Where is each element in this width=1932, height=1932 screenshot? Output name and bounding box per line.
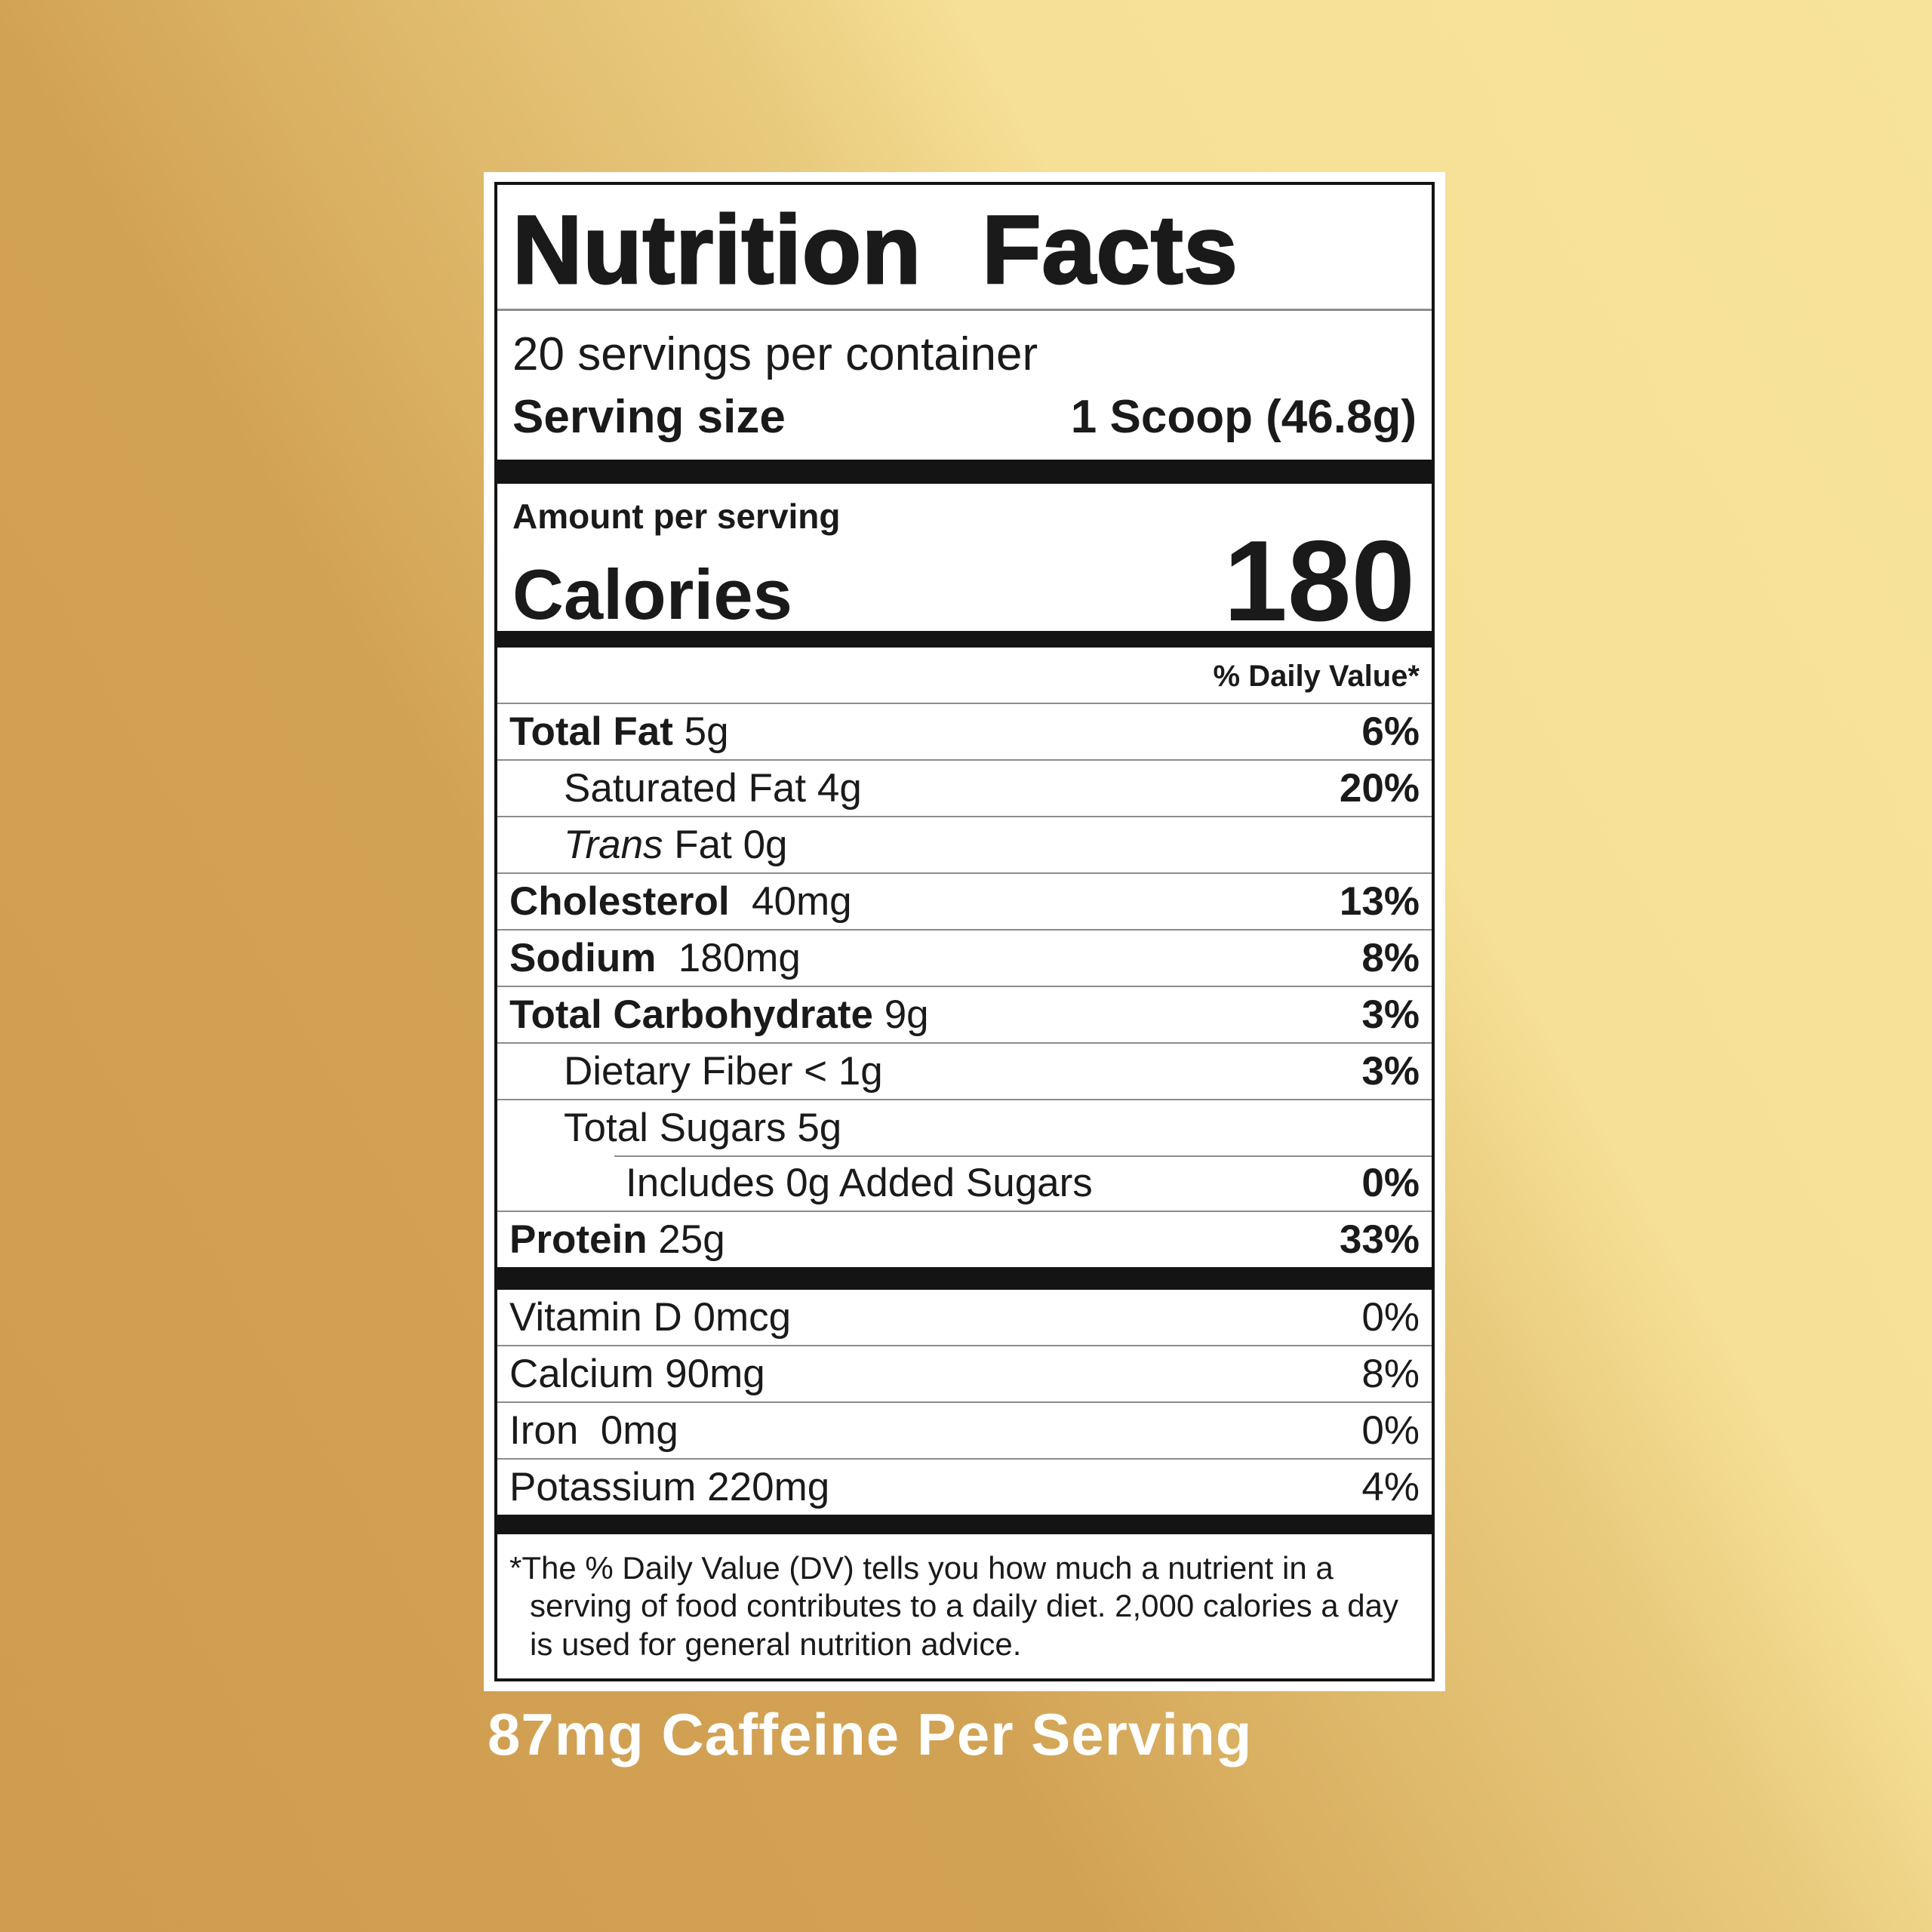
label-title: Nutrition Facts bbox=[512, 196, 1239, 304]
nutrient-percent: 3% bbox=[1361, 992, 1420, 1038]
nutrient-row: Saturated Fat 4g 20% bbox=[497, 759, 1432, 816]
nutrient-row: Total Sugars 5g bbox=[497, 1099, 1432, 1155]
nutrient-name-part: Trans bbox=[564, 823, 663, 868]
nutrient-row: Sodium 180mg 8% bbox=[497, 929, 1432, 986]
nutrient-name-part: Dietary Fiber < 1g bbox=[564, 1049, 883, 1094]
nutrient-name: Includes 0g Added Sugars bbox=[626, 1163, 1093, 1203]
calories-label: Calories bbox=[512, 555, 792, 635]
nutrient-percent: 33% bbox=[1339, 1217, 1420, 1263]
daily-value-footnote: *The % Daily Value (DV) tells you how mu… bbox=[497, 1534, 1432, 1663]
nutrient-name-part: 9g bbox=[872, 992, 929, 1038]
nutrient-percent: 8% bbox=[1361, 1352, 1420, 1397]
daily-value-header: % Daily Value* bbox=[497, 648, 1432, 705]
nutrient-name-part: Iron 0mg bbox=[509, 1408, 678, 1454]
nutrient-name: Cholesterol 40mg bbox=[509, 881, 852, 921]
nutrient-row: Total Fat 5g 6% bbox=[497, 704, 1432, 759]
nutrient-name-part: Includes 0g Added Sugars bbox=[626, 1161, 1093, 1206]
serving-size-value: 1 Scoop (46.8g) bbox=[1070, 390, 1417, 443]
nutrient-name-part: Sodium bbox=[509, 936, 657, 981]
nutrient-name: Dietary Fiber < 1g bbox=[564, 1051, 883, 1091]
nutrient-percent: 13% bbox=[1339, 879, 1420, 924]
title-divider bbox=[497, 308, 1432, 311]
nutrient-row: Potassium 220mg 4% bbox=[497, 1458, 1432, 1515]
nutrient-row: Protein 25g 33% bbox=[497, 1211, 1432, 1267]
nutrient-name-part: 180mg bbox=[656, 936, 801, 981]
thick-divider-bar bbox=[497, 1267, 1432, 1291]
nutrient-name: Calcium 90mg bbox=[509, 1354, 765, 1394]
nutrient-name-part: 40mg bbox=[729, 879, 852, 924]
main-nutrient-rows: Total Fat 5g 6% Saturated Fat 4g 20% Tra… bbox=[497, 704, 1432, 1267]
nutrient-name: Protein 25g bbox=[509, 1220, 725, 1260]
nutrient-percent: 0% bbox=[1361, 1161, 1420, 1206]
nutrient-name: Trans Fat 0g bbox=[564, 825, 788, 865]
nutrient-row: Trans Fat 0g bbox=[497, 816, 1432, 872]
nutrient-percent: 4% bbox=[1361, 1465, 1420, 1510]
nutrient-name-part: Fat 0g bbox=[663, 823, 788, 868]
nutrient-name-part: Saturated Fat 4g bbox=[564, 766, 862, 811]
footnote-text: *The % Daily Value (DV) tells you how mu… bbox=[509, 1550, 1399, 1662]
nutrient-name-part: Calcium 90mg bbox=[509, 1352, 765, 1397]
thick-divider-bar bbox=[497, 460, 1432, 485]
label-border-box: Nutrition Facts 20 servings per containe… bbox=[494, 182, 1435, 1681]
amount-per-serving-label: Amount per serving bbox=[512, 497, 841, 537]
calories-section: Amount per serving Calories 180 bbox=[497, 484, 1432, 646]
nutrient-name: Iron 0mg bbox=[509, 1411, 678, 1451]
nutrient-name: Total Carbohydrate 9g bbox=[509, 995, 929, 1035]
thick-divider-bar bbox=[497, 1515, 1432, 1535]
nutrient-percent: 8% bbox=[1361, 936, 1420, 981]
nutrient-percent: 20% bbox=[1339, 766, 1420, 811]
nutrient-percent: 0% bbox=[1361, 1295, 1420, 1340]
nutrient-row: Cholesterol 40mg 13% bbox=[497, 872, 1432, 929]
nutrient-percent: 0% bbox=[1361, 1408, 1420, 1454]
nutrient-name: Sodium 180mg bbox=[509, 938, 801, 978]
nutrient-name-part: 25g bbox=[647, 1217, 725, 1263]
nutrient-percent: 3% bbox=[1361, 1049, 1420, 1094]
nutrient-name-part: Potassium 220mg bbox=[509, 1465, 830, 1510]
nutrient-name-part: Total Carbohydrate bbox=[509, 992, 873, 1038]
nutrient-row: Vitamin D 0mcg 0% bbox=[497, 1290, 1432, 1345]
nutrient-name-part: Protein bbox=[509, 1217, 648, 1263]
nutrient-name-part: Total Sugars 5g bbox=[564, 1106, 842, 1151]
caffeine-per-serving-note: 87mg Caffeine Per Serving bbox=[488, 1701, 1253, 1767]
vitamin-mineral-rows: Vitamin D 0mcg 0% Calcium 90mg 8% Iron 0… bbox=[497, 1290, 1432, 1515]
nutrient-name: Vitamin D 0mcg bbox=[509, 1297, 791, 1337]
nutrient-name-part: 5g bbox=[672, 709, 729, 755]
serving-size-row: Serving size 1 Scoop (46.8g) bbox=[497, 381, 1432, 460]
nutrient-row: Iron 0mg 0% bbox=[497, 1401, 1432, 1458]
nutrient-percent: 6% bbox=[1361, 709, 1420, 755]
nutrient-name-part: Total Fat bbox=[509, 709, 673, 755]
medium-divider-bar bbox=[497, 631, 1432, 648]
servings-per-container: 20 servings per container bbox=[512, 328, 1038, 380]
nutrient-row: Calcium 90mg 8% bbox=[497, 1345, 1432, 1401]
nutrient-name: Potassium 220mg bbox=[509, 1467, 829, 1507]
nutrient-row: Includes 0g Added Sugars 0% bbox=[497, 1155, 1432, 1211]
nutrition-facts-label: Nutrition Facts 20 servings per containe… bbox=[484, 172, 1445, 1691]
nutrient-name: Total Sugars 5g bbox=[564, 1108, 841, 1148]
nutrient-name-part: Vitamin D 0mcg bbox=[509, 1295, 792, 1340]
serving-size-label: Serving size bbox=[512, 390, 786, 443]
calories-value: 180 bbox=[1223, 517, 1415, 646]
nutrient-row: Total Carbohydrate 9g 3% bbox=[497, 986, 1432, 1042]
nutrient-name: Total Fat 5g bbox=[509, 712, 729, 752]
nutrient-name-part: Cholesterol bbox=[509, 879, 730, 924]
nutrient-name: Saturated Fat 4g bbox=[564, 768, 862, 808]
nutrient-row: Dietary Fiber < 1g 3% bbox=[497, 1042, 1432, 1099]
